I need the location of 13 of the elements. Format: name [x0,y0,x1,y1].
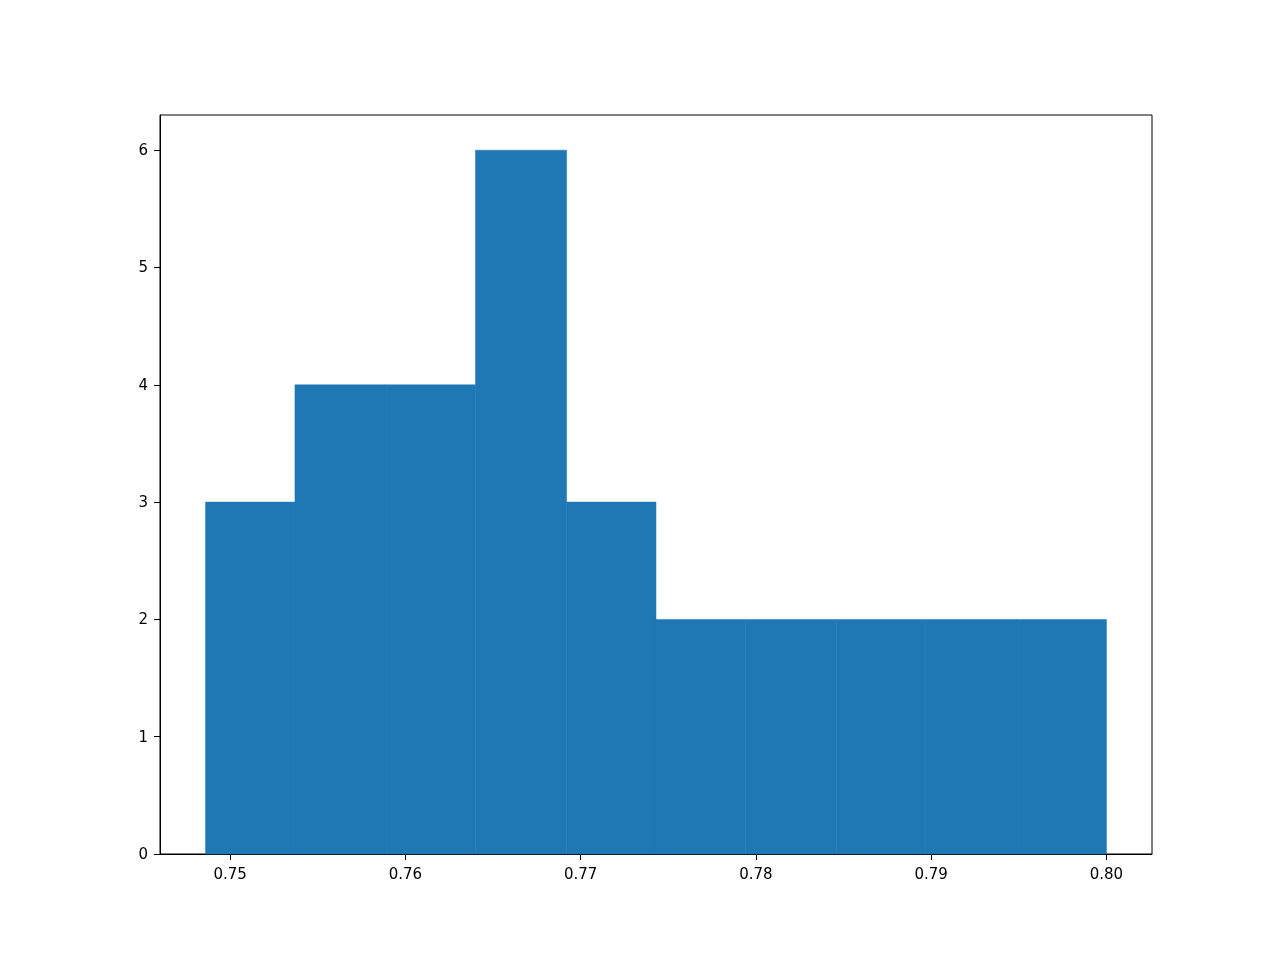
y-tick-label: 0 [138,845,148,863]
x-tick-label: 0.79 [914,864,948,883]
y-tick-label: 3 [138,493,148,512]
x-tick-label: 0.77 [563,864,598,883]
y-tick-label: 2 [138,610,148,629]
x-tick-label: 0.80 [1089,864,1124,883]
y-tick-label: 5 [138,258,148,277]
y-tick-label: 6 [138,141,148,160]
y-tick-label: 4 [138,375,148,394]
y-tick-label: 1 [138,727,148,746]
x-tick-label: 0.76 [388,864,423,883]
x-tick-label: 0.75 [213,864,247,883]
x-tick-label: 0.78 [739,864,773,883]
